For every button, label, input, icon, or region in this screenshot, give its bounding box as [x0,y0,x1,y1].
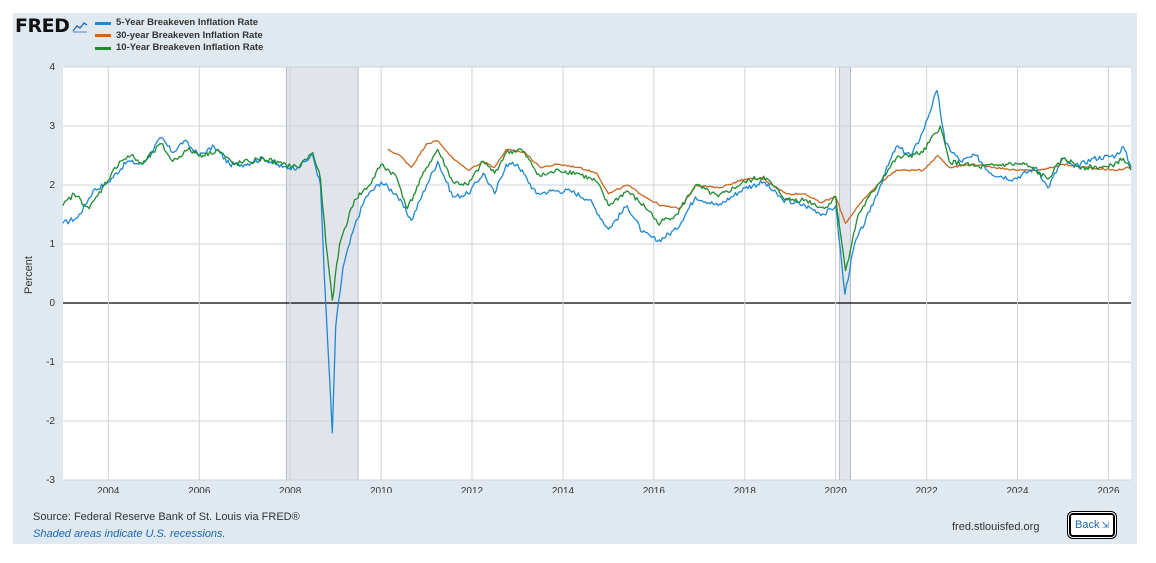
y-tick-label: -3 [46,475,55,486]
chart-line-icon [72,22,88,33]
site-link[interactable]: fred.stlouisfed.org [952,521,1040,533]
legend-swatch-10-year [95,46,111,50]
y-tick-label: 2 [49,180,55,191]
recession-band [285,66,359,481]
legend-label-30-year: 30-year Breakeven Inflation Rate [116,29,263,41]
x-tick-label: 2010 [370,486,393,493]
y-tick-label: 0 [49,298,55,309]
line-chart: -3 -2 -1 0 1 2 3 4 2004 2006 2008 2010 2012 2014 2016… [23,62,1132,493]
series-lines [62,89,1132,434]
x-tick-label: 2026 [1097,486,1120,493]
y-axis: -3 -2 -1 0 1 2 3 4 [46,62,55,486]
logo-text: FRED [15,15,70,37]
y-tick-label: -2 [46,416,55,427]
x-tick-label: 2006 [188,486,211,493]
x-tick-label: 2012 [461,486,484,493]
gridlines [63,66,1131,481]
legend-label-10-year: 10-Year Breakeven Inflation Rate [116,42,264,53]
series-line-5-year-breakeven-inflation-rate[interactable] [62,89,1132,434]
back-button[interactable]: Back ⇲ [1069,513,1115,537]
y-tick-label: -1 [46,357,55,368]
fred-logo[interactable]: FRED [15,15,88,37]
x-tick-label: 2024 [1006,486,1029,493]
legend-swatch-30-year [95,34,111,38]
chart-frame: FRED 5-Year Breakeven Inflation Rate 30-… [13,13,1137,544]
recession-note[interactable]: Shaded areas indicate U.S. recessions. [33,528,226,540]
legend-item-5-year[interactable]: 5-Year Breakeven Inflation Rate [95,17,263,30]
source-credit: Source: Federal Reserve Bank of St. Loui… [33,511,300,523]
back-button-label: Back [1074,519,1100,531]
legend-swatch-5-year [95,21,111,25]
x-tick-label: 2008 [279,486,302,493]
y-tick-label: 3 [49,121,55,132]
series-line-10-year-breakeven-inflation-rate[interactable] [62,125,1132,301]
plot-area [63,67,1131,480]
legend-label-5-year: 5-Year Breakeven Inflation Rate [116,17,259,28]
x-tick-label: 2022 [916,486,939,493]
x-tick-label: 2020 [825,486,848,493]
x-tick-label: 2016 [643,486,666,493]
legend-item-30-year[interactable]: 30-year Breakeven Inflation Rate [95,30,263,43]
x-axis: 2004 2006 2008 2010 2012 2014 2016 2018 2020 2022… [97,486,1120,493]
x-tick-label: 2014 [552,486,575,493]
x-tick-label: 2004 [97,486,120,493]
legend-item-10-year[interactable]: 10-Year Breakeven Inflation Rate [95,42,263,55]
collapse-icon: ⇲ [1101,520,1109,530]
y-tick-label: 1 [49,239,55,250]
y-axis-label: Percent [23,256,35,294]
x-tick-label: 2018 [734,486,757,493]
chart-legend: 5-Year Breakeven Inflation Rate 30-year … [95,17,263,55]
y-tick-label: 4 [49,62,55,73]
